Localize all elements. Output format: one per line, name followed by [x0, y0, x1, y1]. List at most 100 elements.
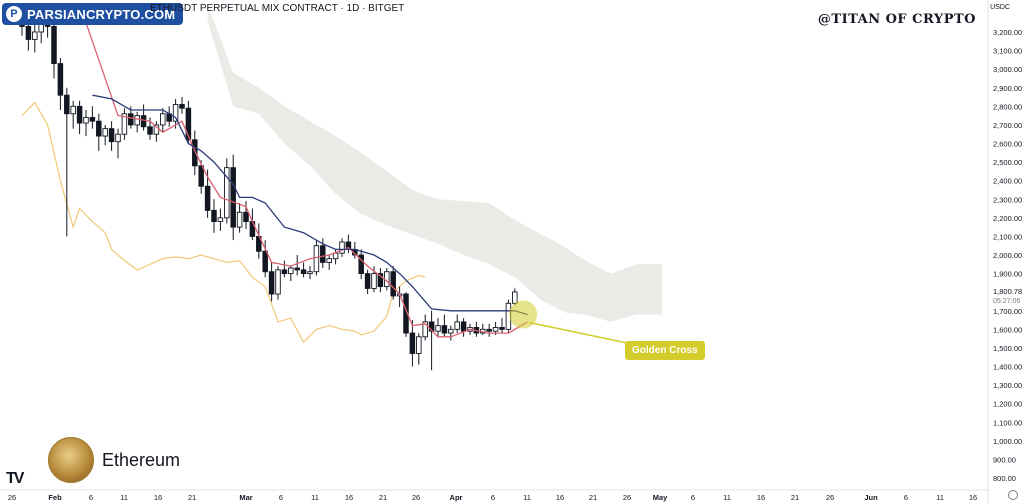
candle	[115, 128, 121, 159]
candle-body	[140, 115, 147, 128]
candle-body	[326, 258, 332, 263]
candle-body	[25, 25, 32, 40]
price-tick-label: 1,300.00	[993, 381, 1022, 390]
candle-body	[76, 105, 83, 124]
candle-body	[288, 267, 294, 275]
candle	[224, 158, 230, 224]
price-tick-label: 800.00	[993, 474, 1016, 483]
price-tick-label: 2,400.00	[993, 177, 1022, 186]
asset-avatar	[48, 437, 94, 483]
candle	[268, 262, 275, 302]
candle	[345, 234, 352, 254]
settings-icon[interactable]	[1008, 490, 1018, 500]
candle	[339, 238, 345, 257]
candle-body	[204, 185, 211, 211]
time-tick-label: 6	[904, 493, 908, 502]
time-tick-label: 26	[8, 493, 16, 502]
candle	[275, 266, 281, 300]
candle	[198, 160, 204, 194]
candle-body	[102, 128, 108, 137]
price-tick-label: 2,800.00	[993, 102, 1022, 111]
ichimoku-cloud	[207, 4, 662, 322]
candle-body	[486, 328, 492, 332]
golden-cross-callout: Golden Cross	[625, 341, 705, 360]
time-tick-label: 26	[826, 493, 834, 502]
candle	[326, 255, 332, 270]
tradingview-logo-icon: TV	[6, 470, 25, 487]
time-tick-label: Apr	[450, 493, 463, 502]
asset-name: Ethereum	[102, 449, 181, 470]
time-tick-label: 16	[154, 493, 162, 502]
candle-body	[108, 128, 115, 143]
time-tick-label: 6	[691, 493, 695, 502]
candle	[294, 255, 300, 276]
candle-body	[83, 117, 89, 124]
candle-body	[390, 271, 396, 297]
candle	[262, 240, 268, 278]
candle	[76, 100, 83, 135]
candle	[422, 314, 428, 341]
candle	[64, 87, 70, 237]
watermark-text: PARSIANCRYPTO.COM	[27, 6, 176, 22]
author-signature: @TITAN OF CRYPTO	[817, 12, 976, 27]
price-tick-label: 1,200.00	[993, 400, 1022, 409]
candle	[83, 110, 89, 137]
candle-body	[115, 133, 121, 143]
time-tick-label: 16	[969, 493, 977, 502]
candle	[435, 318, 441, 337]
candle-body	[409, 332, 416, 354]
candle-body	[172, 104, 179, 122]
lagging-span-line	[21, 101, 426, 344]
symbol-title: ETHUSDT PERPETUAL MIX CONTRACT · 1D · BI…	[150, 3, 405, 14]
candle	[217, 208, 224, 231]
candle-body	[307, 271, 313, 275]
candle-body	[422, 321, 428, 338]
candle	[416, 333, 422, 365]
candle	[108, 121, 115, 151]
candle	[192, 130, 198, 176]
candle-body	[211, 209, 217, 222]
candle	[51, 17, 57, 79]
candle	[390, 266, 396, 300]
candle-body	[364, 273, 371, 289]
candle	[454, 314, 460, 334]
time-tick-label: 11	[311, 493, 319, 502]
price-tick-label: 2,300.00	[993, 195, 1022, 204]
candle	[256, 223, 262, 259]
candle-body	[294, 267, 300, 271]
price-tick-label: 2,900.00	[993, 84, 1022, 93]
time-tick-label: 6	[279, 493, 283, 502]
price-tick-label: 3,000.00	[993, 65, 1022, 74]
asset-badge: Ethereum	[48, 437, 180, 483]
candle-body	[416, 336, 422, 354]
time-tick-label: 11	[523, 493, 531, 502]
candle	[307, 266, 313, 280]
time-tick-label: 6	[491, 493, 495, 502]
time-tick-label: 16	[757, 493, 765, 502]
price-tick-label: 2,000.00	[993, 251, 1022, 260]
candle	[403, 292, 409, 337]
time-tick-label: 11	[936, 493, 944, 502]
time-tick-label: 11	[120, 493, 128, 502]
price-tick-label: 1,400.00	[993, 363, 1022, 372]
time-tick-label: 11	[723, 493, 731, 502]
candle-body	[230, 167, 236, 228]
candle-body	[339, 241, 345, 254]
candle	[460, 318, 467, 337]
candle-body	[198, 165, 204, 187]
candle	[441, 314, 448, 337]
candle-body	[403, 293, 409, 334]
candle-body	[332, 252, 339, 260]
candle	[409, 320, 416, 367]
current-price-bg	[989, 286, 1023, 307]
current-price-label: 1,800.78	[993, 287, 1022, 296]
candle	[89, 106, 96, 129]
time-tick-label: Feb	[48, 493, 62, 502]
candle	[134, 111, 140, 133]
candle	[486, 323, 492, 337]
golden-cross-marker	[509, 300, 538, 329]
candle-body	[128, 113, 134, 126]
candle	[211, 199, 217, 233]
candle	[288, 266, 294, 282]
